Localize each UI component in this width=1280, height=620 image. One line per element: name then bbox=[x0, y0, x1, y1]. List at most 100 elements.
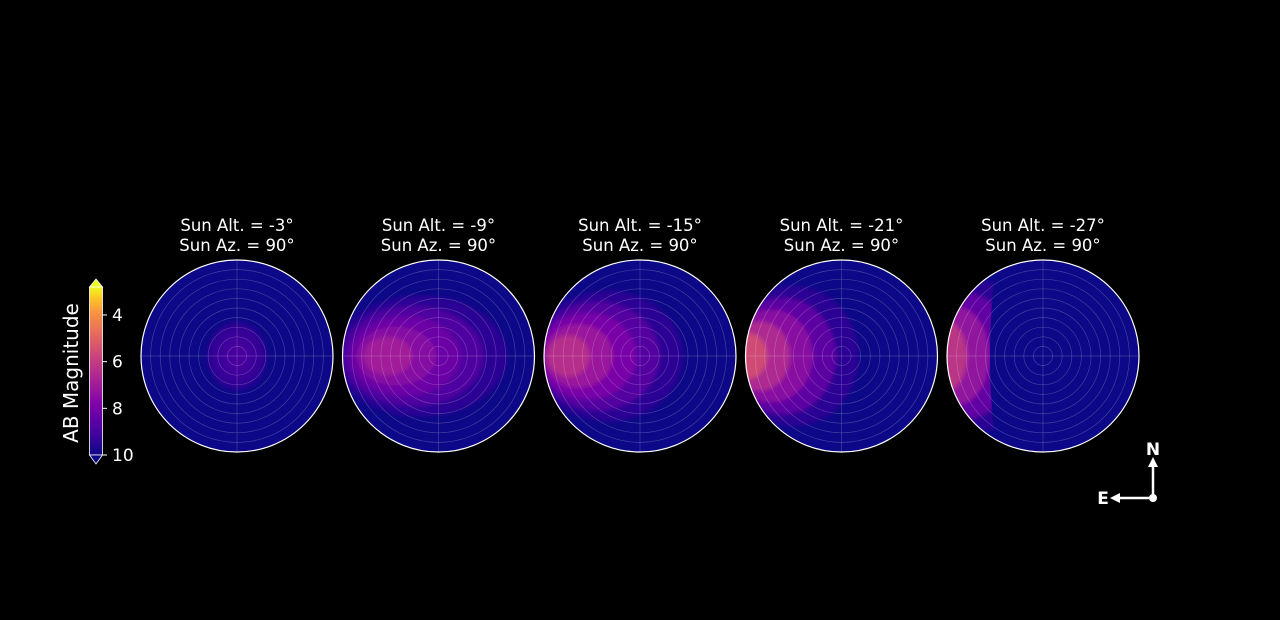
grid-ring bbox=[399, 317, 478, 395]
grid-ring bbox=[380, 298, 497, 414]
earth-shadow bbox=[859, 260, 938, 452]
sky-panel: Sun Alt. = -21°Sun Az. = 90° bbox=[744, 216, 939, 453]
grid-ring bbox=[1023, 336, 1063, 376]
grid-ring bbox=[553, 269, 727, 443]
grid-ring bbox=[821, 336, 862, 376]
grid-ring bbox=[620, 336, 660, 376]
grid-ring bbox=[773, 288, 910, 424]
grid-ring bbox=[370, 288, 507, 424]
grid-ring bbox=[994, 307, 1092, 405]
grid-ring bbox=[428, 346, 449, 366]
compass-origin-dot bbox=[1149, 494, 1157, 502]
polar-grid bbox=[745, 260, 938, 452]
grid-ring bbox=[812, 326, 871, 386]
earth-shadow bbox=[990, 260, 1139, 452]
panel-title-sun-az: Sun Az. = 90° bbox=[985, 236, 1100, 255]
brightness-contour bbox=[947, 319, 968, 393]
sky-brightness-map bbox=[947, 260, 1139, 452]
sky-brightness-map bbox=[342, 260, 535, 452]
sky-panel: Sun Alt. = -27°Sun Az. = 90° bbox=[946, 216, 1140, 453]
grid-ring bbox=[409, 326, 468, 386]
grid-ring bbox=[179, 298, 295, 414]
grid-ring bbox=[1033, 346, 1053, 366]
grid-ring bbox=[572, 288, 708, 424]
compass-north-arrow-head bbox=[1148, 457, 1158, 467]
compass: N E bbox=[1097, 440, 1160, 509]
grid-ring bbox=[831, 346, 852, 366]
horizon-outline bbox=[946, 259, 1140, 453]
panel-title-sun-az: Sun Az. = 90° bbox=[784, 236, 899, 255]
grid-ring bbox=[601, 317, 679, 395]
panel-title-sun-alt: Sun Alt. = -9° bbox=[382, 216, 495, 235]
grid-ring bbox=[1004, 317, 1082, 395]
grid-ring bbox=[361, 278, 516, 434]
sky-panel: Sun Alt. = -9°Sun Az. = 90° bbox=[341, 216, 536, 453]
brightness-contour bbox=[363, 336, 413, 376]
grid-ring bbox=[582, 298, 698, 414]
grid-ring bbox=[351, 269, 526, 443]
panel-title-sun-az: Sun Az. = 90° bbox=[582, 236, 697, 255]
grid-ring bbox=[956, 269, 1130, 443]
polar-grid bbox=[141, 260, 333, 452]
panel-title-sun-alt: Sun Alt. = -21° bbox=[780, 216, 904, 235]
panel-title-sun-alt: Sun Alt. = -27° bbox=[981, 216, 1105, 235]
grid-ring bbox=[965, 278, 1121, 434]
grid-ring bbox=[390, 307, 487, 405]
brightness-contour bbox=[745, 333, 768, 379]
panel-title-sun-alt: Sun Alt. = -3° bbox=[180, 216, 293, 235]
grid-ring bbox=[1013, 326, 1073, 386]
grid-ring bbox=[227, 346, 247, 366]
colorbar-ticks: 4 6 8 10 bbox=[102, 306, 134, 466]
grid-ring bbox=[169, 288, 305, 424]
grid-ring bbox=[793, 307, 890, 405]
grid-ring bbox=[985, 298, 1101, 414]
compass-north-label: N bbox=[1146, 440, 1160, 460]
grid-ring bbox=[630, 346, 650, 366]
horizon-outline bbox=[744, 259, 939, 453]
polar-grid bbox=[342, 260, 535, 452]
grid-ring bbox=[207, 326, 267, 386]
brightness-contour bbox=[225, 342, 249, 370]
grid-ring bbox=[754, 269, 929, 443]
colorbar-label: AB Magnitude bbox=[59, 303, 83, 443]
grid-ring bbox=[150, 269, 324, 443]
polar-grid bbox=[544, 260, 736, 452]
horizon-outline bbox=[543, 259, 737, 453]
colorbar-tick-label: 8 bbox=[112, 399, 123, 419]
grid-ring bbox=[802, 317, 881, 395]
compass-east-label: E bbox=[1097, 489, 1109, 509]
panel-title-sun-az: Sun Az. = 90° bbox=[179, 236, 294, 255]
grid-ring bbox=[783, 298, 900, 414]
colorbar-lower-extension bbox=[88, 454, 104, 465]
grid-ring bbox=[159, 278, 315, 434]
grid-ring bbox=[610, 326, 670, 386]
horizon-outline bbox=[341, 259, 536, 453]
colorbar-tick-label: 10 bbox=[112, 446, 134, 466]
grid-ring bbox=[975, 288, 1111, 424]
colorbar-tick-label: 4 bbox=[112, 306, 123, 326]
grid-ring bbox=[217, 336, 257, 376]
grid-ring bbox=[591, 307, 689, 405]
sky-brightness-map bbox=[745, 260, 938, 452]
grid-ring bbox=[198, 317, 276, 395]
grid-ring bbox=[188, 307, 286, 405]
horizon-outline bbox=[140, 259, 334, 453]
colorbar: 4 6 8 10 AB Magnitude bbox=[59, 278, 134, 466]
sky-brightness-map bbox=[141, 260, 333, 452]
sky-panel: Sun Alt. = -3°Sun Az. = 90° bbox=[140, 216, 334, 453]
brightness-contour bbox=[547, 335, 590, 377]
grid-ring bbox=[418, 336, 459, 376]
sky-brightness-map bbox=[544, 260, 736, 452]
panel-title-sun-alt: Sun Alt. = -15° bbox=[578, 216, 702, 235]
compass-east-arrow-head bbox=[1110, 493, 1120, 503]
grid-ring bbox=[764, 278, 919, 434]
sky-panel: Sun Alt. = -15°Sun Az. = 90° bbox=[543, 216, 737, 453]
sky-panels: Sun Alt. = -3°Sun Az. = 90°Sun Alt. = -9… bbox=[140, 216, 1140, 453]
polar-grid bbox=[947, 260, 1139, 452]
colorbar-tick-label: 6 bbox=[112, 353, 123, 373]
colorbar-gradient bbox=[89, 286, 103, 456]
colorbar-upper-extension bbox=[88, 278, 104, 288]
grid-ring bbox=[562, 278, 718, 434]
